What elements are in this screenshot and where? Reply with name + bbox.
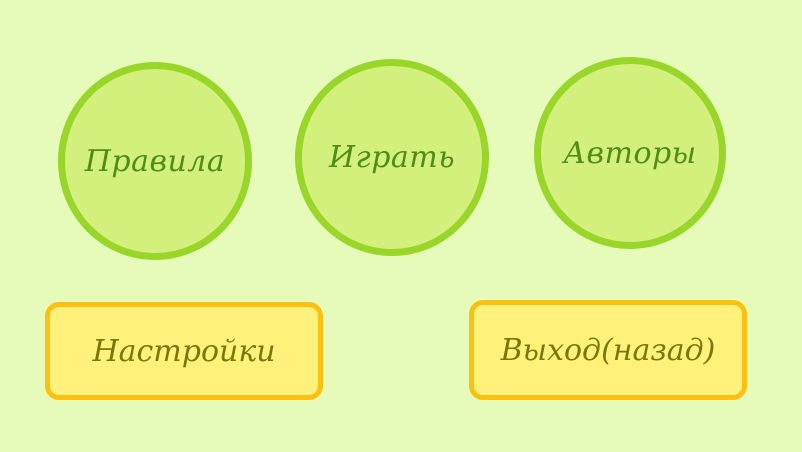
play-button-label: Играть [328, 140, 456, 175]
settings-button-label: Настройки [92, 333, 276, 369]
rules-button[interactable]: Правила [58, 62, 252, 260]
settings-button[interactable]: Настройки [45, 302, 323, 400]
authors-button-label: Авторы [563, 135, 697, 171]
authors-button[interactable]: Авторы [534, 57, 726, 249]
exit-back-button-label: Выход(назад) [500, 332, 716, 368]
rules-button-label: Правила [84, 143, 226, 179]
play-button[interactable]: Играть [295, 59, 489, 256]
exit-back-button[interactable]: Выход(назад) [469, 300, 747, 400]
